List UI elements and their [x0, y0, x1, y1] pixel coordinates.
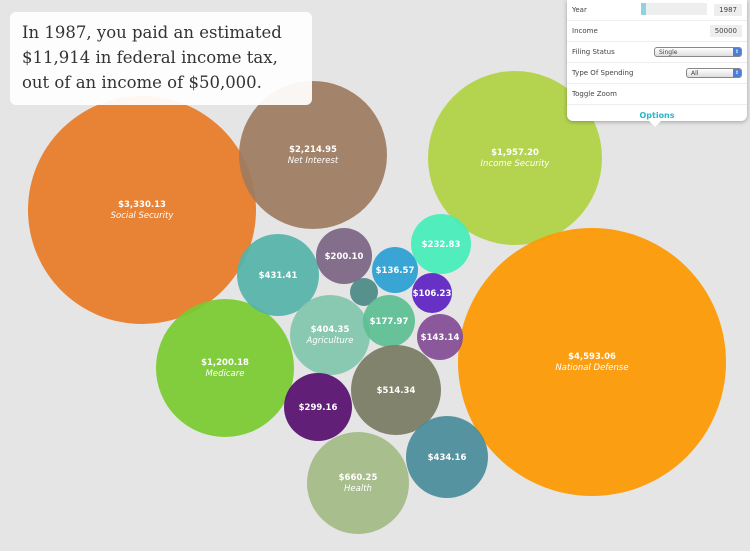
bubble-amount: $143.14	[421, 333, 460, 343]
bubble[interactable]: $232.83	[411, 214, 471, 274]
bubble-circle[interactable]	[239, 81, 387, 229]
bubble-amount: $136.57	[376, 266, 415, 276]
income-input[interactable]: 50000	[709, 25, 742, 37]
bubble-category: Health	[344, 484, 372, 494]
filing-status-select[interactable]: Single ⇕	[654, 47, 742, 57]
bubble-amount: $177.97	[370, 317, 409, 327]
bubble-circle[interactable]	[458, 228, 726, 496]
bubble-amount: $232.83	[422, 240, 461, 250]
bubble-category: Income Security	[481, 159, 551, 169]
bubble[interactable]: $431.41	[237, 234, 319, 316]
spending-row: Type Of Spending All ⇕	[567, 63, 747, 84]
bubble-amount: $1,200.18	[201, 358, 249, 368]
year-value[interactable]: 1987	[714, 4, 742, 16]
filing-status-value: Single	[659, 48, 678, 56]
bubble-category: Agriculture	[306, 336, 354, 346]
bubble-amount: $404.35	[311, 325, 350, 335]
bubble-amount: $514.34	[377, 386, 416, 396]
income-label: Income	[572, 27, 598, 35]
bubble-amount: $431.41	[259, 271, 298, 281]
options-button[interactable]: Options	[639, 111, 675, 120]
spending-type-select[interactable]: All ⇕	[686, 68, 742, 78]
bubble-category: Net Interest	[288, 156, 339, 166]
bubble-circle[interactable]	[284, 373, 352, 441]
bubble-category: Medicare	[206, 369, 245, 379]
year-slider-fill	[641, 3, 647, 15]
select-arrows-icon: ⇕	[733, 69, 741, 77]
bubble-category: National Defense	[555, 363, 628, 373]
bubble-circle[interactable]	[156, 299, 294, 437]
bubble-amount: $4,593.06	[568, 352, 616, 362]
bubble-amount: $434.16	[428, 453, 467, 463]
bubble-circle[interactable]	[411, 214, 471, 274]
toggle-zoom[interactable]: Toggle Zoom	[567, 84, 747, 105]
filing-label: Filing Status	[572, 48, 615, 56]
bubble[interactable]: $200.10	[316, 228, 372, 284]
bubble-circle[interactable]	[290, 295, 370, 375]
bubble-circle[interactable]	[237, 234, 319, 316]
bubble-circle[interactable]	[428, 71, 602, 245]
bubble-amount: $299.16	[299, 403, 338, 413]
bubble-circle[interactable]	[417, 314, 463, 360]
year-label: Year	[572, 6, 587, 14]
bubble-amount: $106.23	[413, 289, 452, 299]
spending-label: Type Of Spending	[572, 69, 634, 77]
bubble-amount: $660.25	[339, 473, 378, 483]
bubble[interactable]: $177.97	[363, 295, 415, 347]
year-slider[interactable]	[641, 3, 707, 15]
bubble-circle[interactable]	[351, 345, 441, 435]
select-arrows-icon: ⇕	[733, 48, 741, 56]
year-row: Year 1987	[567, 0, 747, 21]
bubble-amount: $200.10	[325, 252, 364, 262]
filing-row: Filing Status Single ⇕	[567, 42, 747, 63]
bubble-amount: $1,957.20	[491, 148, 539, 158]
bubble-category: Social Security	[111, 211, 175, 221]
bubble-circle[interactable]	[28, 96, 256, 324]
bubble-circle[interactable]	[350, 278, 378, 306]
bubble[interactable]: $136.57	[372, 247, 418, 293]
bubble[interactable]	[350, 278, 378, 306]
income-row: Income 50000	[567, 21, 747, 42]
toggle-zoom-label: Toggle Zoom	[572, 90, 617, 98]
bubble-circle[interactable]	[412, 273, 452, 313]
bubble-circle[interactable]	[372, 247, 418, 293]
bubble-amount: $3,330.13	[118, 200, 166, 210]
bubble-circle[interactable]	[307, 432, 409, 534]
bubble-amount: $2,214.95	[289, 145, 337, 155]
bubble-circle[interactable]	[363, 295, 415, 347]
options-panel: Year 1987 Income 50000 Filing Status Sin…	[567, 0, 747, 127]
bubble[interactable]: $299.16	[284, 373, 352, 441]
bubble[interactable]: $434.16	[406, 416, 488, 498]
bubble[interactable]: $514.34	[351, 345, 441, 435]
bubble-circle[interactable]	[316, 228, 372, 284]
tax-summary: In 1987, you paid an estimated $11,914 i…	[10, 12, 312, 105]
bubble-circle[interactable]	[406, 416, 488, 498]
bubble[interactable]: $106.23	[412, 273, 452, 313]
spending-type-value: All	[691, 69, 699, 77]
bubble[interactable]: $143.14	[417, 314, 463, 360]
